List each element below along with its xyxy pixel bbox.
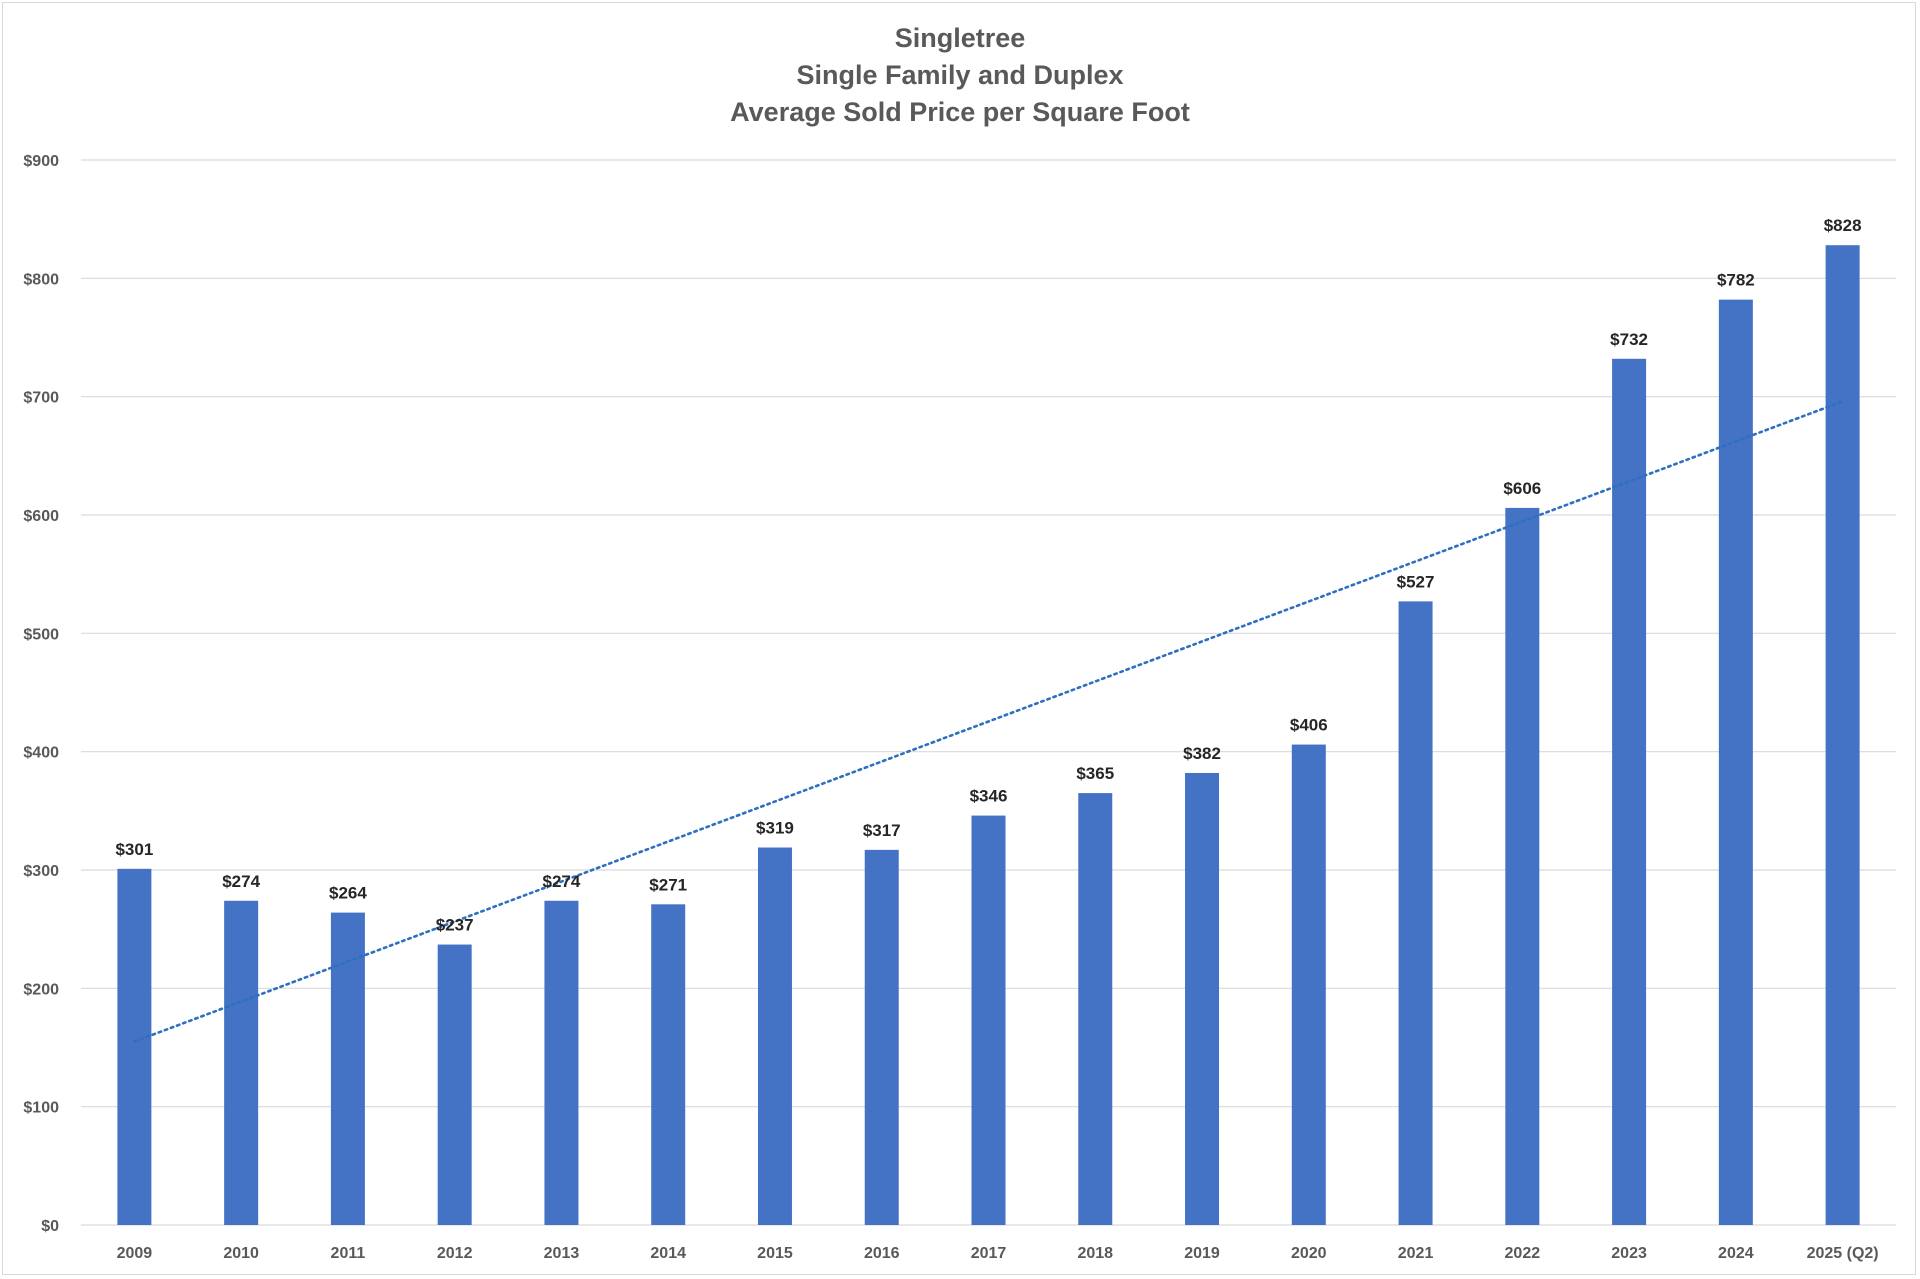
data-label: $317 [863, 821, 901, 840]
x-tick-label: 2019 [1184, 1245, 1220, 1262]
x-tick-label: 2023 [1611, 1245, 1647, 1262]
gridlines [81, 159, 1896, 1226]
bar [1078, 793, 1113, 1225]
x-tick-label: 2009 [117, 1245, 153, 1262]
x-tick-label: 2024 [1718, 1245, 1754, 1262]
x-tick-label: 2013 [544, 1245, 580, 1262]
data-label: $732 [1610, 330, 1648, 349]
data-labels: $301 $274 $264 $237 $274 $271 $319 $317 $346 $365… [115, 216, 1861, 934]
data-label: $346 [970, 787, 1008, 806]
data-label: $271 [649, 875, 687, 894]
y-tick-label: $700 [23, 390, 59, 407]
bar [1185, 772, 1220, 1225]
x-tick-label: 2018 [1077, 1245, 1113, 1262]
chart-title: Singletree Single Family and Duplex Aver… [730, 23, 1190, 127]
data-label: $828 [1824, 216, 1862, 235]
y-tick-label: $300 [23, 863, 59, 880]
chart-title-line-3: Average Sold Price per Square Foot [730, 97, 1190, 127]
x-tick-label: 2015 [757, 1245, 793, 1262]
y-tick-label: $400 [23, 745, 59, 762]
y-tick-label: $0 [41, 1218, 59, 1235]
bar [1505, 507, 1540, 1225]
x-tick-label: 2016 [864, 1245, 900, 1262]
bar [971, 815, 1006, 1225]
bar [1825, 245, 1860, 1225]
chart-title-line-2: Single Family and Duplex [796, 60, 1123, 90]
y-tick-label: $800 [23, 271, 59, 288]
bar [437, 944, 472, 1225]
y-tick-label: $900 [23, 153, 59, 170]
data-label: $274 [222, 872, 260, 891]
bar-chart: Singletree Single Family and Duplex Aver… [23, 23, 1896, 1262]
chart-title-line-1: Singletree [895, 23, 1026, 53]
bar [864, 849, 899, 1225]
x-tick-label: 2011 [331, 1245, 366, 1262]
y-tick-label: $600 [23, 508, 59, 525]
bar [757, 847, 792, 1225]
x-axis-ticks: 2009 2010 2011 2012 2013 2014 2015 2016 2017 2018… [117, 1245, 1879, 1262]
x-tick-label: 2010 [223, 1245, 259, 1262]
x-tick-label: 2022 [1505, 1245, 1541, 1262]
data-label: $527 [1397, 572, 1435, 591]
data-label: $319 [756, 819, 794, 838]
x-tick-label: 2014 [650, 1245, 686, 1262]
y-tick-label: $100 [23, 1100, 59, 1117]
x-tick-label: 2017 [971, 1245, 1007, 1262]
bar [651, 904, 686, 1225]
bar [117, 868, 152, 1225]
bar [330, 912, 365, 1225]
trendline [133, 400, 1844, 1043]
trendline-group [133, 400, 1844, 1043]
x-tick-label: 2025 (Q2) [1807, 1245, 1879, 1262]
bar [1612, 358, 1647, 1225]
x-tick-label: 2012 [437, 1245, 473, 1262]
data-label: $264 [329, 884, 367, 903]
data-label: $274 [543, 872, 581, 891]
bar [224, 900, 259, 1225]
bar [544, 900, 579, 1225]
data-label: $782 [1717, 271, 1755, 290]
y-tick-label: $200 [23, 981, 59, 998]
data-label: $237 [436, 916, 474, 935]
data-label: $382 [1183, 744, 1221, 763]
x-tick-label: 2020 [1291, 1245, 1327, 1262]
y-tick-label: $500 [23, 626, 59, 643]
bars [117, 245, 1860, 1226]
data-label: $365 [1076, 764, 1114, 783]
x-tick-label: 2021 [1398, 1245, 1434, 1262]
data-label: $606 [1503, 479, 1541, 498]
data-label: $301 [115, 840, 153, 859]
bar [1398, 601, 1433, 1225]
bar [1291, 744, 1326, 1225]
bar [1718, 299, 1753, 1226]
y-axis-ticks: $0 $100 $200 $300 $400 $500 $600 $700 $800 $900 [23, 153, 59, 1235]
data-label: $406 [1290, 716, 1328, 735]
